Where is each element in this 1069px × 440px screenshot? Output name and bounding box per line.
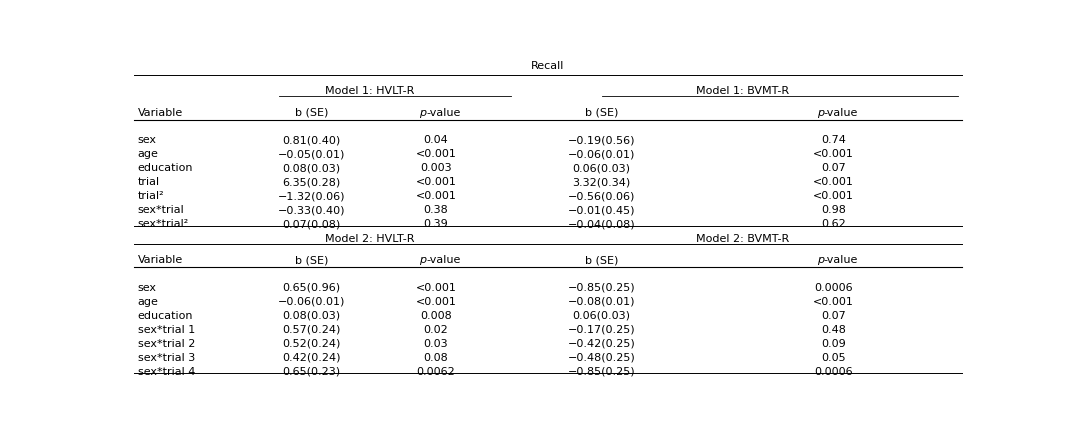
Text: sex*trial: sex*trial — [138, 205, 185, 216]
Text: age: age — [138, 150, 158, 159]
Text: 0.0062: 0.0062 — [417, 367, 455, 377]
Text: p: p — [419, 255, 427, 265]
Text: <0.001: <0.001 — [814, 297, 854, 307]
Text: 0.003: 0.003 — [420, 163, 452, 173]
Text: sex: sex — [138, 136, 157, 146]
Text: Model 1: HVLT-R: Model 1: HVLT-R — [325, 86, 415, 96]
Text: 0.08: 0.08 — [423, 353, 448, 363]
Text: 0.08(0.03): 0.08(0.03) — [282, 163, 341, 173]
Text: 0.52(0.24): 0.52(0.24) — [282, 339, 341, 349]
Text: sex*trial 2: sex*trial 2 — [138, 339, 196, 349]
Text: <0.001: <0.001 — [416, 150, 456, 159]
Text: trial: trial — [138, 177, 160, 187]
Text: −0.33(0.40): −0.33(0.40) — [278, 205, 345, 216]
Text: 0.09: 0.09 — [821, 339, 846, 349]
Text: 6.35(0.28): 6.35(0.28) — [282, 177, 341, 187]
Text: −0.06(0.01): −0.06(0.01) — [568, 150, 635, 159]
Text: Model 2: HVLT-R: Model 2: HVLT-R — [325, 234, 415, 244]
Text: p: p — [419, 108, 427, 118]
Text: −0.85(0.25): −0.85(0.25) — [568, 367, 636, 377]
Text: 0.57(0.24): 0.57(0.24) — [282, 325, 341, 335]
Text: p: p — [817, 255, 824, 265]
Text: 3.32(0.34): 3.32(0.34) — [573, 177, 631, 187]
Text: <0.001: <0.001 — [416, 283, 456, 293]
Text: 0.0006: 0.0006 — [815, 367, 853, 377]
Text: 0.74: 0.74 — [821, 136, 847, 146]
Text: −0.56(0.06): −0.56(0.06) — [568, 191, 635, 202]
Text: −0.42(0.25): −0.42(0.25) — [568, 339, 636, 349]
Text: −0.08(0.01): −0.08(0.01) — [568, 297, 635, 307]
Text: 0.39: 0.39 — [423, 220, 448, 230]
Text: <0.001: <0.001 — [416, 297, 456, 307]
Text: 0.98: 0.98 — [821, 205, 847, 216]
Text: −0.17(0.25): −0.17(0.25) — [568, 325, 636, 335]
Text: -value: -value — [427, 255, 461, 265]
Text: 0.65(0.96): 0.65(0.96) — [282, 283, 341, 293]
Text: 0.06(0.03): 0.06(0.03) — [573, 311, 631, 321]
Text: 0.03: 0.03 — [423, 339, 448, 349]
Text: <0.001: <0.001 — [814, 191, 854, 202]
Text: sex: sex — [138, 283, 157, 293]
Text: 0.07(0.08): 0.07(0.08) — [282, 220, 341, 230]
Text: 0.05: 0.05 — [821, 353, 846, 363]
Text: 0.48: 0.48 — [821, 325, 847, 335]
Text: -value: -value — [427, 108, 461, 118]
Text: <0.001: <0.001 — [416, 191, 456, 202]
Text: <0.001: <0.001 — [814, 150, 854, 159]
Text: 0.65(0.23): 0.65(0.23) — [282, 367, 341, 377]
Text: age: age — [138, 297, 158, 307]
Text: −1.32(0.06): −1.32(0.06) — [278, 191, 345, 202]
Text: 0.02: 0.02 — [423, 325, 448, 335]
Text: sex*trial 1: sex*trial 1 — [138, 325, 195, 335]
Text: 0.07: 0.07 — [821, 163, 846, 173]
Text: trial²: trial² — [138, 191, 165, 202]
Text: 0.04: 0.04 — [423, 136, 448, 146]
Text: −0.19(0.56): −0.19(0.56) — [568, 136, 635, 146]
Text: 0.42(0.24): 0.42(0.24) — [282, 353, 341, 363]
Text: Model 2: BVMT-R: Model 2: BVMT-R — [696, 234, 789, 244]
Text: 0.08(0.03): 0.08(0.03) — [282, 311, 341, 321]
Text: 0.38: 0.38 — [423, 205, 448, 216]
Text: sex*trial 4: sex*trial 4 — [138, 367, 196, 377]
Text: b (SE): b (SE) — [585, 255, 618, 265]
Text: 0.06(0.03): 0.06(0.03) — [573, 163, 631, 173]
Text: −0.05(0.01): −0.05(0.01) — [278, 150, 345, 159]
Text: -value: -value — [824, 255, 858, 265]
Text: −0.06(0.01): −0.06(0.01) — [278, 297, 345, 307]
Text: 0.008: 0.008 — [420, 311, 452, 321]
Text: Model 1: BVMT-R: Model 1: BVMT-R — [696, 86, 789, 96]
Text: Recall: Recall — [531, 61, 564, 71]
Text: <0.001: <0.001 — [416, 177, 456, 187]
Text: -value: -value — [824, 108, 858, 118]
Text: education: education — [138, 311, 193, 321]
Text: b (SE): b (SE) — [585, 108, 618, 118]
Text: −0.85(0.25): −0.85(0.25) — [568, 283, 636, 293]
Text: education: education — [138, 163, 193, 173]
Text: −0.04(0.08): −0.04(0.08) — [568, 220, 636, 230]
Text: b (SE): b (SE) — [295, 255, 328, 265]
Text: −0.48(0.25): −0.48(0.25) — [568, 353, 636, 363]
Text: 0.81(0.40): 0.81(0.40) — [282, 136, 341, 146]
Text: sex*trial 3: sex*trial 3 — [138, 353, 195, 363]
Text: <0.001: <0.001 — [814, 177, 854, 187]
Text: 0.0006: 0.0006 — [815, 283, 853, 293]
Text: 0.07: 0.07 — [821, 311, 846, 321]
Text: p: p — [817, 108, 824, 118]
Text: Variable: Variable — [138, 108, 183, 118]
Text: −0.01(0.45): −0.01(0.45) — [568, 205, 635, 216]
Text: 0.62: 0.62 — [821, 220, 846, 230]
Text: b (SE): b (SE) — [295, 108, 328, 118]
Text: sex*trial²: sex*trial² — [138, 220, 189, 230]
Text: Variable: Variable — [138, 255, 183, 265]
